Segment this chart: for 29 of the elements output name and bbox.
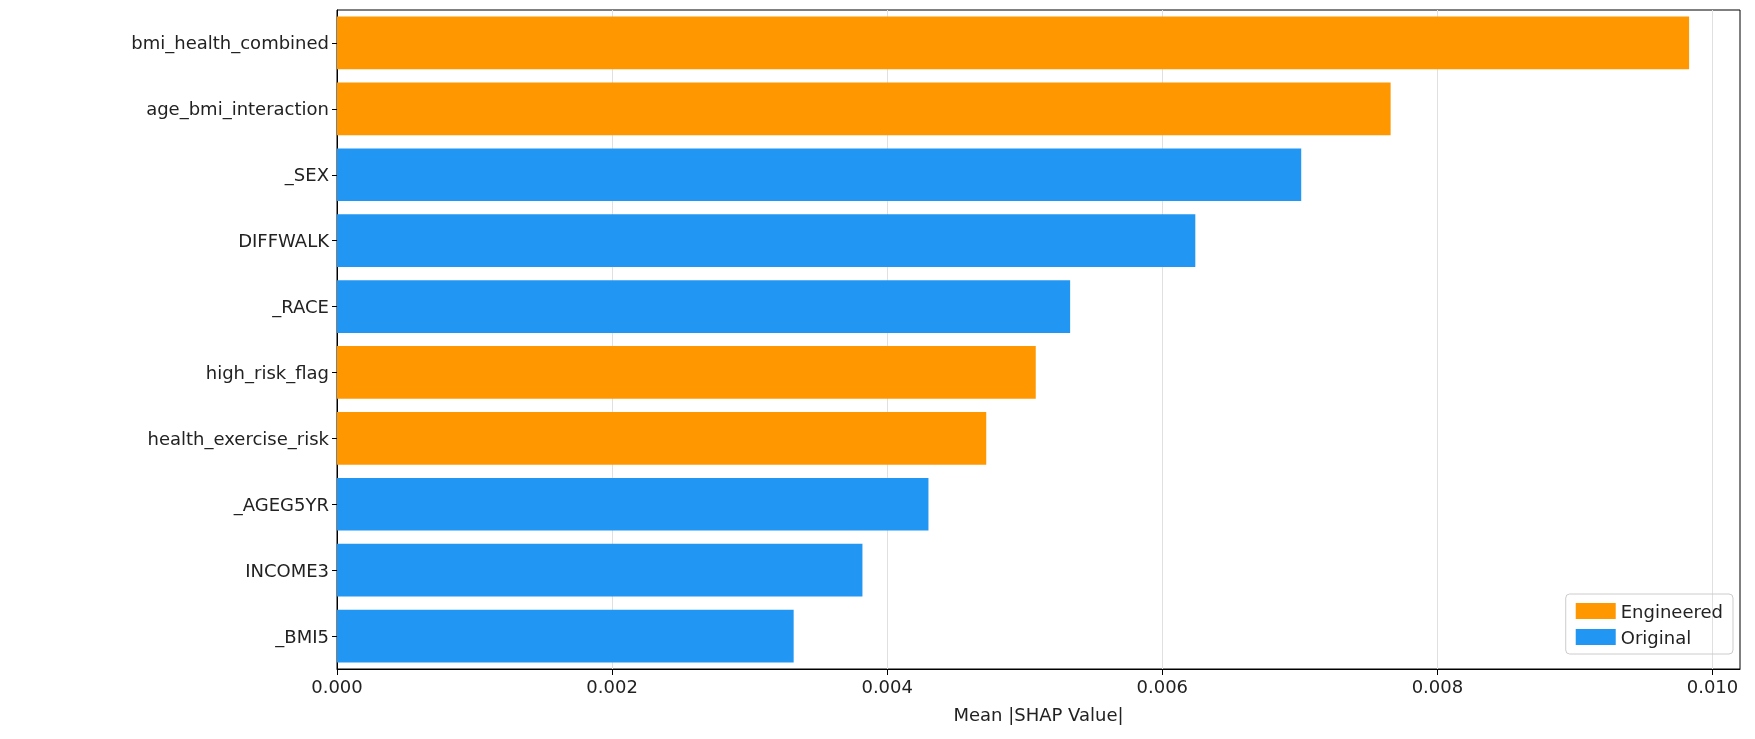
x-tick-label: 0.010	[1686, 675, 1739, 697]
x-tick-label: 0.008	[1411, 675, 1464, 697]
bar	[337, 148, 1302, 202]
y-tick-label: bmi_health_combined	[131, 32, 329, 55]
bar	[337, 609, 794, 663]
legend-label: Original	[1620, 626, 1692, 648]
y-tick-label: _AGEG5YR	[232, 493, 329, 516]
x-tick-label: 0.002	[586, 675, 638, 697]
y-tick-label: health_exercise_risk	[147, 427, 330, 450]
bar	[337, 280, 1071, 333]
x-tick-label: 0.006	[1136, 675, 1189, 697]
y-tick-label: _BMI5	[274, 625, 329, 648]
bar	[337, 214, 1196, 268]
x-tick-label: 0.004	[861, 675, 913, 697]
y-tick-label: age_bmi_interaction	[146, 98, 329, 121]
bar	[337, 477, 929, 531]
y-tick-label: _RACE	[271, 296, 329, 319]
bar	[337, 543, 863, 597]
bar	[337, 411, 987, 465]
legend-label: Engineered	[1620, 600, 1724, 622]
bar	[337, 16, 1690, 70]
y-tick-label: INCOME3	[245, 559, 329, 581]
bar	[337, 82, 1391, 136]
y-tick-label: high_risk_flag	[205, 361, 329, 384]
x-axis-title: Mean |SHAP Value|	[953, 703, 1124, 725]
bar	[337, 346, 1036, 399]
y-tick-label: _SEX	[283, 164, 329, 187]
x-tick-label: 0.000	[311, 675, 363, 697]
y-tick-label: DIFFWALK	[238, 230, 331, 252]
